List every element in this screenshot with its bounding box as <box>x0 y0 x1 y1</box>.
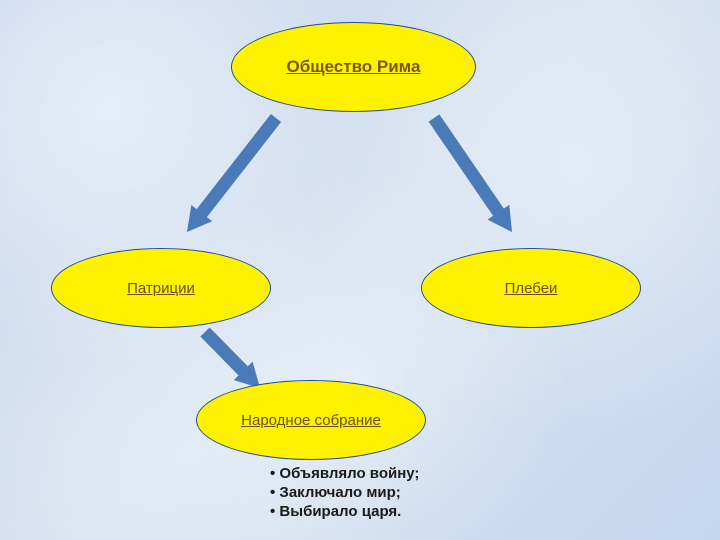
node-right-label: Плебеи <box>505 280 558 297</box>
node-left: Патриции <box>51 248 271 328</box>
arrow-to-right <box>410 94 536 256</box>
arrow-to-left <box>163 94 300 256</box>
node-bottom: Народное собрание <box>196 380 426 460</box>
node-root: Общество Рима <box>231 22 476 112</box>
bullet-item: Заключало мир; <box>270 483 419 502</box>
node-left-label: Патриции <box>127 280 195 297</box>
node-right: Плебеи <box>421 248 641 328</box>
bullet-item: Объявляло войну; <box>270 464 419 483</box>
node-bottom-label: Народное собрание <box>241 412 381 429</box>
bullet-item: Выбирало царя. <box>270 502 419 521</box>
node-root-label: Общество Рима <box>286 57 420 77</box>
bullet-list: Объявляло войну;Заключало мир;Выбирало ц… <box>270 464 419 521</box>
